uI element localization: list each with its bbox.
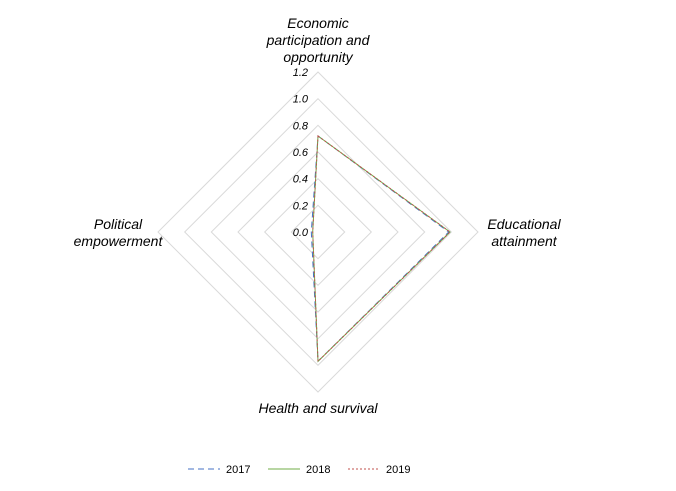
axis-label: Educational attainment	[487, 216, 561, 249]
series-2017	[310, 135, 450, 363]
radial-tick-labels: 0.0 0.2 0.4 0.6 0.8 1.0 1.2	[293, 67, 309, 239]
tick-label: 0.6	[293, 147, 309, 159]
legend: 2017 2018 2019	[188, 464, 410, 476]
tick-label: 0.4	[293, 174, 308, 186]
legend-label-2019: 2019	[386, 464, 410, 476]
grid-ring-0.6	[237, 151, 399, 313]
series-2019	[312, 135, 451, 363]
tick-label: 1.0	[293, 94, 309, 106]
grid-ring-0.2	[290, 204, 346, 260]
tick-label: 1.2	[293, 67, 308, 79]
axis-label: Health and survival	[258, 400, 378, 416]
grid-ring-1.2	[157, 71, 479, 393]
grid-ring-0.4	[263, 177, 373, 287]
axis-labels: Economic participation and opportunity Educ…	[74, 15, 562, 416]
legend-label-2017: 2017	[226, 464, 250, 476]
data-series	[310, 135, 451, 363]
radar-grid	[157, 71, 479, 393]
axis-label: Economic participation and opportunity	[266, 15, 371, 65]
tick-label: 0.0	[293, 227, 309, 239]
grid-ring-0.8	[210, 124, 426, 340]
axis-label: Political empowerment	[74, 216, 164, 249]
tick-label: 0.8	[293, 120, 309, 132]
legend-label-2018: 2018	[306, 464, 330, 476]
tick-label: 0.2	[293, 200, 308, 212]
grid-ring-1.0	[183, 97, 453, 367]
